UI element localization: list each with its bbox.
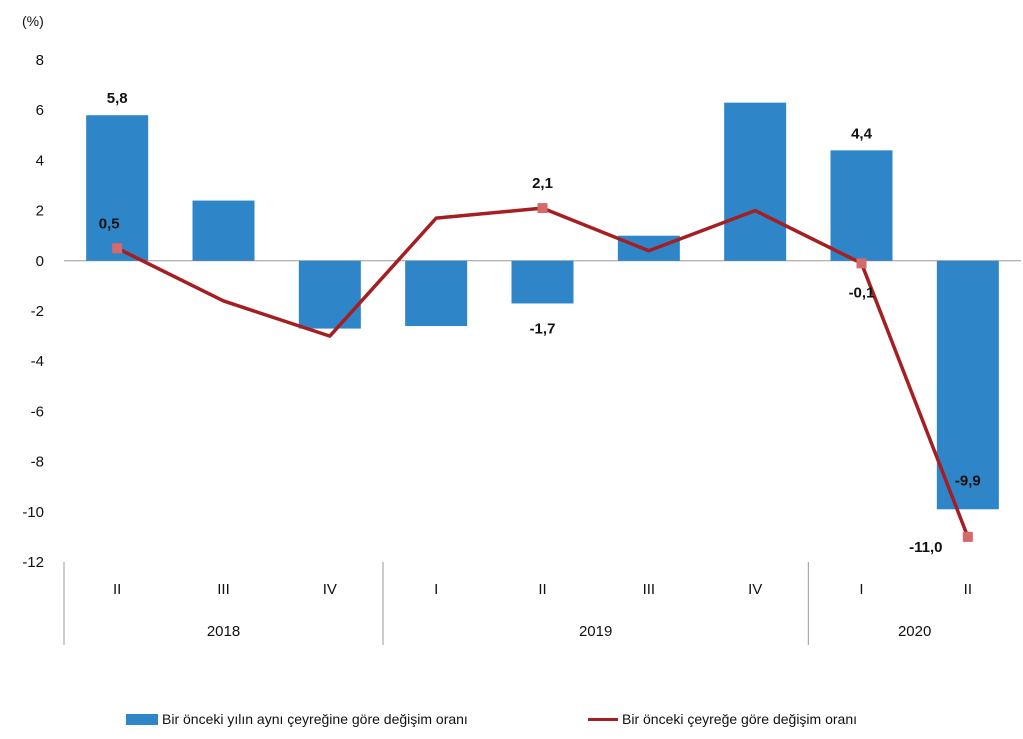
bar bbox=[830, 150, 893, 261]
line-marker bbox=[537, 203, 548, 214]
legend-swatch-bar bbox=[126, 713, 158, 725]
legend-label-bar: Bir önceki yılın aynı çeyreğine göre değ… bbox=[162, 711, 468, 727]
line-data-label: 0,5 bbox=[99, 215, 120, 232]
year-label: 2019 bbox=[579, 623, 612, 640]
line-data-label: 2,1 bbox=[532, 175, 553, 192]
x-tick-label: III bbox=[643, 581, 656, 598]
line-marker bbox=[856, 258, 867, 269]
bar bbox=[724, 102, 787, 261]
legend-item-line-series: Bir önceki çeyreğe göre değişim oranı bbox=[588, 707, 857, 731]
bar bbox=[298, 260, 361, 329]
x-tick-label: II bbox=[113, 581, 121, 598]
legend-item-bar-series: Bir önceki yılın aynı çeyreğine göre değ… bbox=[126, 707, 468, 731]
bar bbox=[936, 260, 999, 510]
line-data-label: -11,0 bbox=[909, 539, 942, 556]
x-tick-label: III bbox=[217, 581, 230, 598]
x-tick-label: I bbox=[859, 581, 863, 598]
y-tick-label: -4 bbox=[31, 353, 44, 370]
line-data-label: -0,1 bbox=[849, 284, 875, 301]
y-tick-label: 2 bbox=[36, 203, 44, 220]
year-label: 2018 bbox=[207, 623, 240, 640]
x-tick-label: IV bbox=[323, 581, 337, 598]
y-tick-label: 8 bbox=[36, 52, 44, 69]
bar-data-label: -1,7 bbox=[530, 320, 556, 337]
bar bbox=[511, 260, 574, 304]
y-tick-label: -2 bbox=[31, 303, 44, 320]
y-tick-label: 6 bbox=[36, 102, 44, 119]
bar-data-label: -9,9 bbox=[955, 472, 981, 489]
y-tick-label: -8 bbox=[31, 454, 44, 471]
bar bbox=[192, 200, 255, 261]
bar bbox=[617, 235, 680, 261]
legend-label-line: Bir önceki çeyreğe göre değişim oranı bbox=[622, 711, 858, 727]
bar-data-label: 4,4 bbox=[851, 125, 873, 142]
bar bbox=[405, 260, 468, 327]
legend: Bir önceki yılın aynı çeyreğine göre değ… bbox=[0, 707, 1023, 731]
x-tick-label: IV bbox=[748, 581, 762, 598]
y-tick-label: -10 bbox=[22, 504, 44, 521]
chart-plot: (%) 8 6 4 2 0 -2 -4 -6 -8 -10 -12 5,8 -1,7 4,4 -9,9 0,5 2… bbox=[22, 13, 1021, 645]
y-tick-label: -6 bbox=[31, 403, 44, 420]
legend-swatch-line bbox=[588, 717, 618, 721]
y-tick-label: -12 bbox=[22, 554, 44, 571]
line-marker bbox=[962, 531, 973, 542]
year-label: 2020 bbox=[898, 623, 931, 640]
x-tick-label: II bbox=[964, 581, 972, 598]
y-tick-label: 0 bbox=[36, 253, 44, 270]
y-tick-label: 4 bbox=[36, 152, 44, 169]
y-axis-label: (%) bbox=[22, 13, 44, 29]
x-tick-label: I bbox=[434, 581, 438, 598]
line-marker bbox=[112, 243, 123, 254]
x-tick-label: II bbox=[538, 581, 546, 598]
bar bbox=[86, 115, 149, 261]
bar-data-label: 5,8 bbox=[107, 90, 128, 107]
